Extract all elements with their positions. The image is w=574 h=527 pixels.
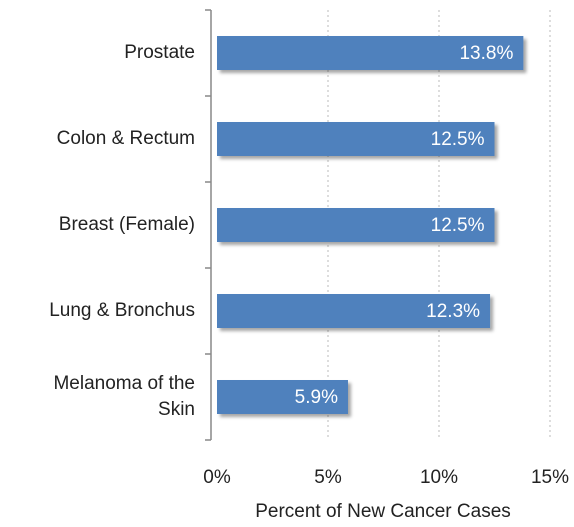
value-label: 5.9%: [295, 387, 338, 408]
bar: [217, 380, 348, 414]
y-tick-label: Melanoma of the Skin: [53, 373, 195, 420]
value-label: 12.3%: [426, 301, 480, 322]
bar: [217, 208, 495, 242]
value-label: 12.5%: [431, 129, 485, 150]
value-label: 12.5%: [431, 215, 485, 236]
y-tick-label: Colon & Rectum: [56, 128, 195, 149]
x-tick-label: 0%: [203, 467, 231, 488]
x-tick-label: 15%: [531, 467, 569, 488]
y-tick-label: Lung & Bronchus: [49, 300, 195, 321]
bar: [217, 122, 495, 156]
x-axis-title: Percent of New Cancer Cases: [255, 501, 511, 522]
bar: [217, 36, 524, 70]
value-label: 13.8%: [459, 43, 513, 64]
y-tick-label: Breast (Female): [58, 214, 195, 235]
x-tick-label: 5%: [314, 467, 342, 488]
y-tick-label: Prostate: [124, 42, 195, 63]
bar: [217, 294, 491, 328]
x-tick-label: 10%: [420, 467, 458, 488]
